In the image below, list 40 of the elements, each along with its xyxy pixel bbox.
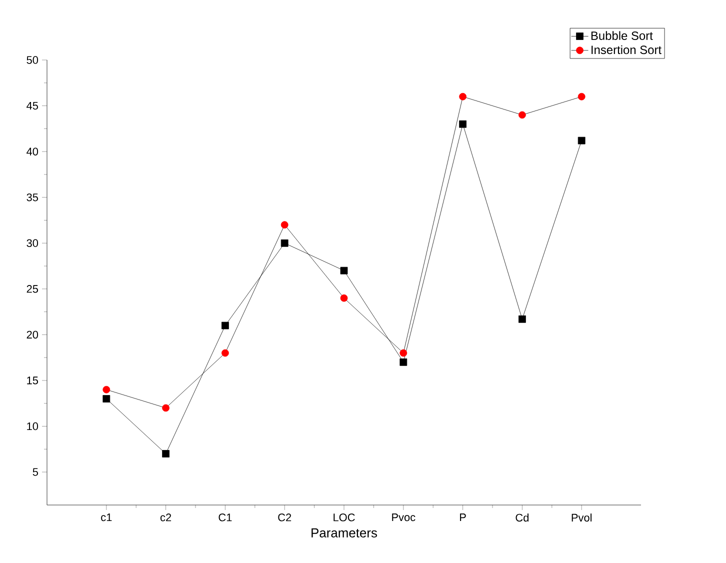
x-tick-label: c1 xyxy=(101,514,112,522)
y-tick-label: 40 xyxy=(26,148,38,156)
point xyxy=(102,386,110,394)
x-tick-label: c2 xyxy=(160,514,172,522)
x-tick-label: Cd xyxy=(516,514,528,522)
legend-label: Insertion Sort xyxy=(592,45,662,54)
point xyxy=(459,120,466,128)
y-tick-label: 25 xyxy=(26,285,38,293)
point xyxy=(222,349,229,357)
point xyxy=(280,221,288,228)
x-tick-label: Pvol xyxy=(572,514,592,522)
y-tick-label: 10 xyxy=(27,422,38,430)
point xyxy=(222,322,229,330)
x-tick-label: Pvoc xyxy=(392,514,416,522)
y-tick-label: 15 xyxy=(27,376,38,384)
y-tick-label: 5 xyxy=(32,468,38,476)
point xyxy=(340,294,348,302)
x-tick-label: P xyxy=(460,514,466,522)
legend-label: Bubble Sort xyxy=(591,31,653,40)
point xyxy=(102,395,110,402)
point xyxy=(340,266,348,274)
point xyxy=(518,111,526,119)
point xyxy=(518,315,526,323)
y-tick-label: 30 xyxy=(26,239,38,248)
point xyxy=(578,136,586,144)
x-tick-label: LOC xyxy=(334,514,355,522)
point xyxy=(578,92,586,100)
x-axis-title: Parameters xyxy=(312,528,378,538)
y-tick-label: 45 xyxy=(26,102,38,110)
x-tick-label: C2 xyxy=(278,514,292,522)
point xyxy=(162,404,170,412)
x-tick-label: C1 xyxy=(218,514,232,522)
point xyxy=(400,349,408,357)
point xyxy=(162,450,170,458)
point xyxy=(459,92,466,100)
y-tick-label: 35 xyxy=(26,193,38,202)
y-tick-label: 20 xyxy=(26,330,38,339)
point xyxy=(400,358,408,366)
y-tick-label: 50 xyxy=(26,56,38,64)
point xyxy=(280,239,288,247)
